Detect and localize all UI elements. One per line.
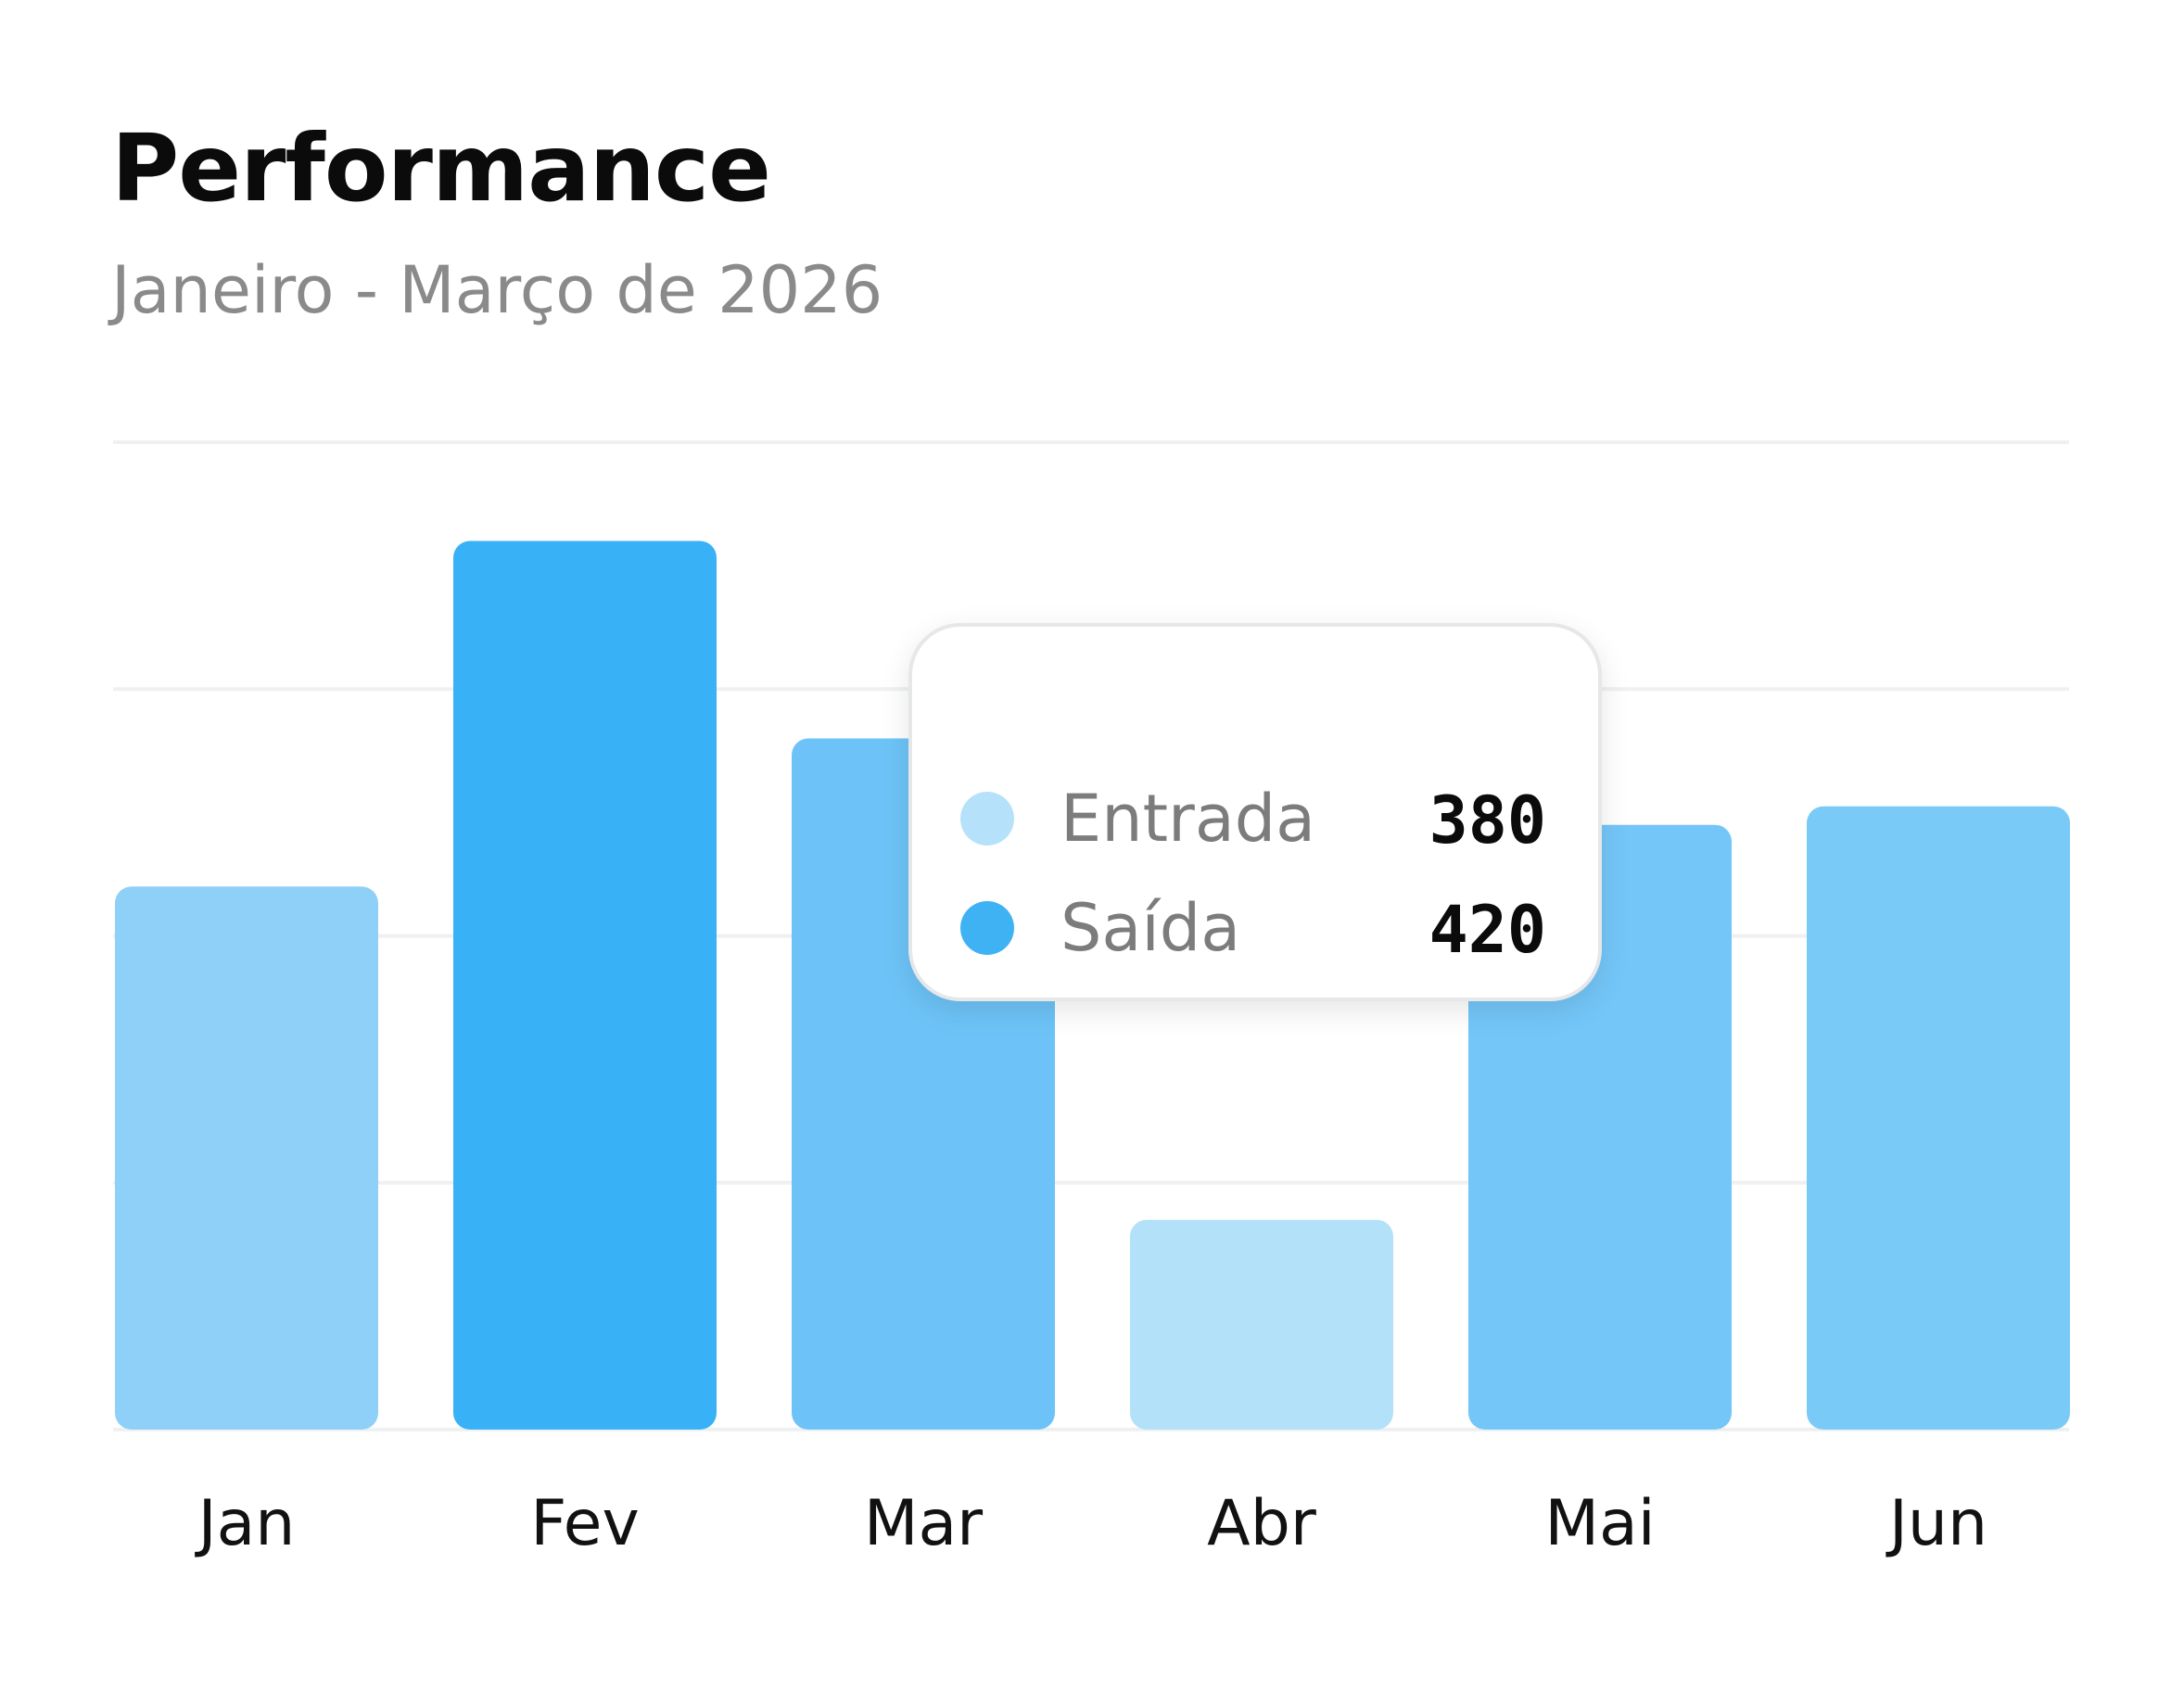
tooltip-label: Saída <box>1060 890 1241 966</box>
x-tick-label: Mai <box>1544 1487 1655 1560</box>
bar-fev[interactable] <box>453 540 717 1430</box>
chart-title: Performance <box>111 114 771 222</box>
x-tick-label: Jun <box>1886 1487 1987 1560</box>
x-tick-label: Abr <box>1207 1487 1316 1560</box>
x-tick-label: Mar <box>864 1487 983 1560</box>
bar-jan[interactable] <box>115 886 378 1430</box>
x-tick-label: Jan <box>195 1487 296 1560</box>
tooltip-row-entrada: Entrada 380 <box>960 777 1546 860</box>
saida-swatch-icon <box>960 901 1014 955</box>
tooltip-value: 420 <box>1428 892 1546 968</box>
tooltip-value: 380 <box>1428 782 1546 858</box>
chart-subtitle: Janeiro - Março de 2026 <box>111 252 883 328</box>
entrada-swatch-icon <box>960 792 1014 846</box>
x-tick-label: Fev <box>530 1487 639 1560</box>
chart-tooltip: Entrada 380 Saída 420 <box>908 623 1602 1001</box>
tooltip-row-saida: Saída 420 <box>960 886 1546 970</box>
tooltip-label: Entrada <box>1060 781 1316 857</box>
bar-jun[interactable] <box>1807 806 2070 1430</box>
bar-abr[interactable] <box>1130 1219 1393 1430</box>
